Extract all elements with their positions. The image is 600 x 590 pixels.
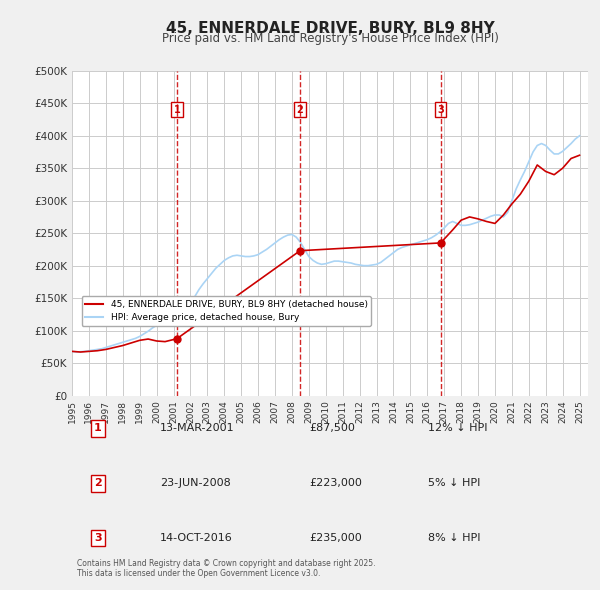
- Text: 12% ↓ HPI: 12% ↓ HPI: [428, 424, 488, 434]
- Text: 13-MAR-2001: 13-MAR-2001: [160, 424, 235, 434]
- Text: 3: 3: [94, 533, 101, 543]
- Text: Price paid vs. HM Land Registry's House Price Index (HPI): Price paid vs. HM Land Registry's House …: [161, 32, 499, 45]
- Text: 1: 1: [173, 105, 180, 115]
- Text: 2: 2: [296, 105, 304, 115]
- Text: 23-JUN-2008: 23-JUN-2008: [160, 478, 230, 488]
- Text: £235,000: £235,000: [310, 533, 362, 543]
- Text: 3: 3: [437, 105, 444, 115]
- Text: 8% ↓ HPI: 8% ↓ HPI: [428, 533, 481, 543]
- Text: 1: 1: [94, 424, 101, 434]
- Text: £87,500: £87,500: [310, 424, 355, 434]
- Text: 5% ↓ HPI: 5% ↓ HPI: [428, 478, 481, 488]
- Text: 14-OCT-2016: 14-OCT-2016: [160, 533, 232, 543]
- Legend: 45, ENNERDALE DRIVE, BURY, BL9 8HY (detached house), HPI: Average price, detache: 45, ENNERDALE DRIVE, BURY, BL9 8HY (deta…: [82, 296, 371, 326]
- Text: 2: 2: [94, 478, 101, 488]
- Text: £223,000: £223,000: [310, 478, 362, 488]
- Text: 45, ENNERDALE DRIVE, BURY, BL9 8HY: 45, ENNERDALE DRIVE, BURY, BL9 8HY: [166, 21, 494, 35]
- Text: Contains HM Land Registry data © Crown copyright and database right 2025.
This d: Contains HM Land Registry data © Crown c…: [77, 559, 376, 578]
